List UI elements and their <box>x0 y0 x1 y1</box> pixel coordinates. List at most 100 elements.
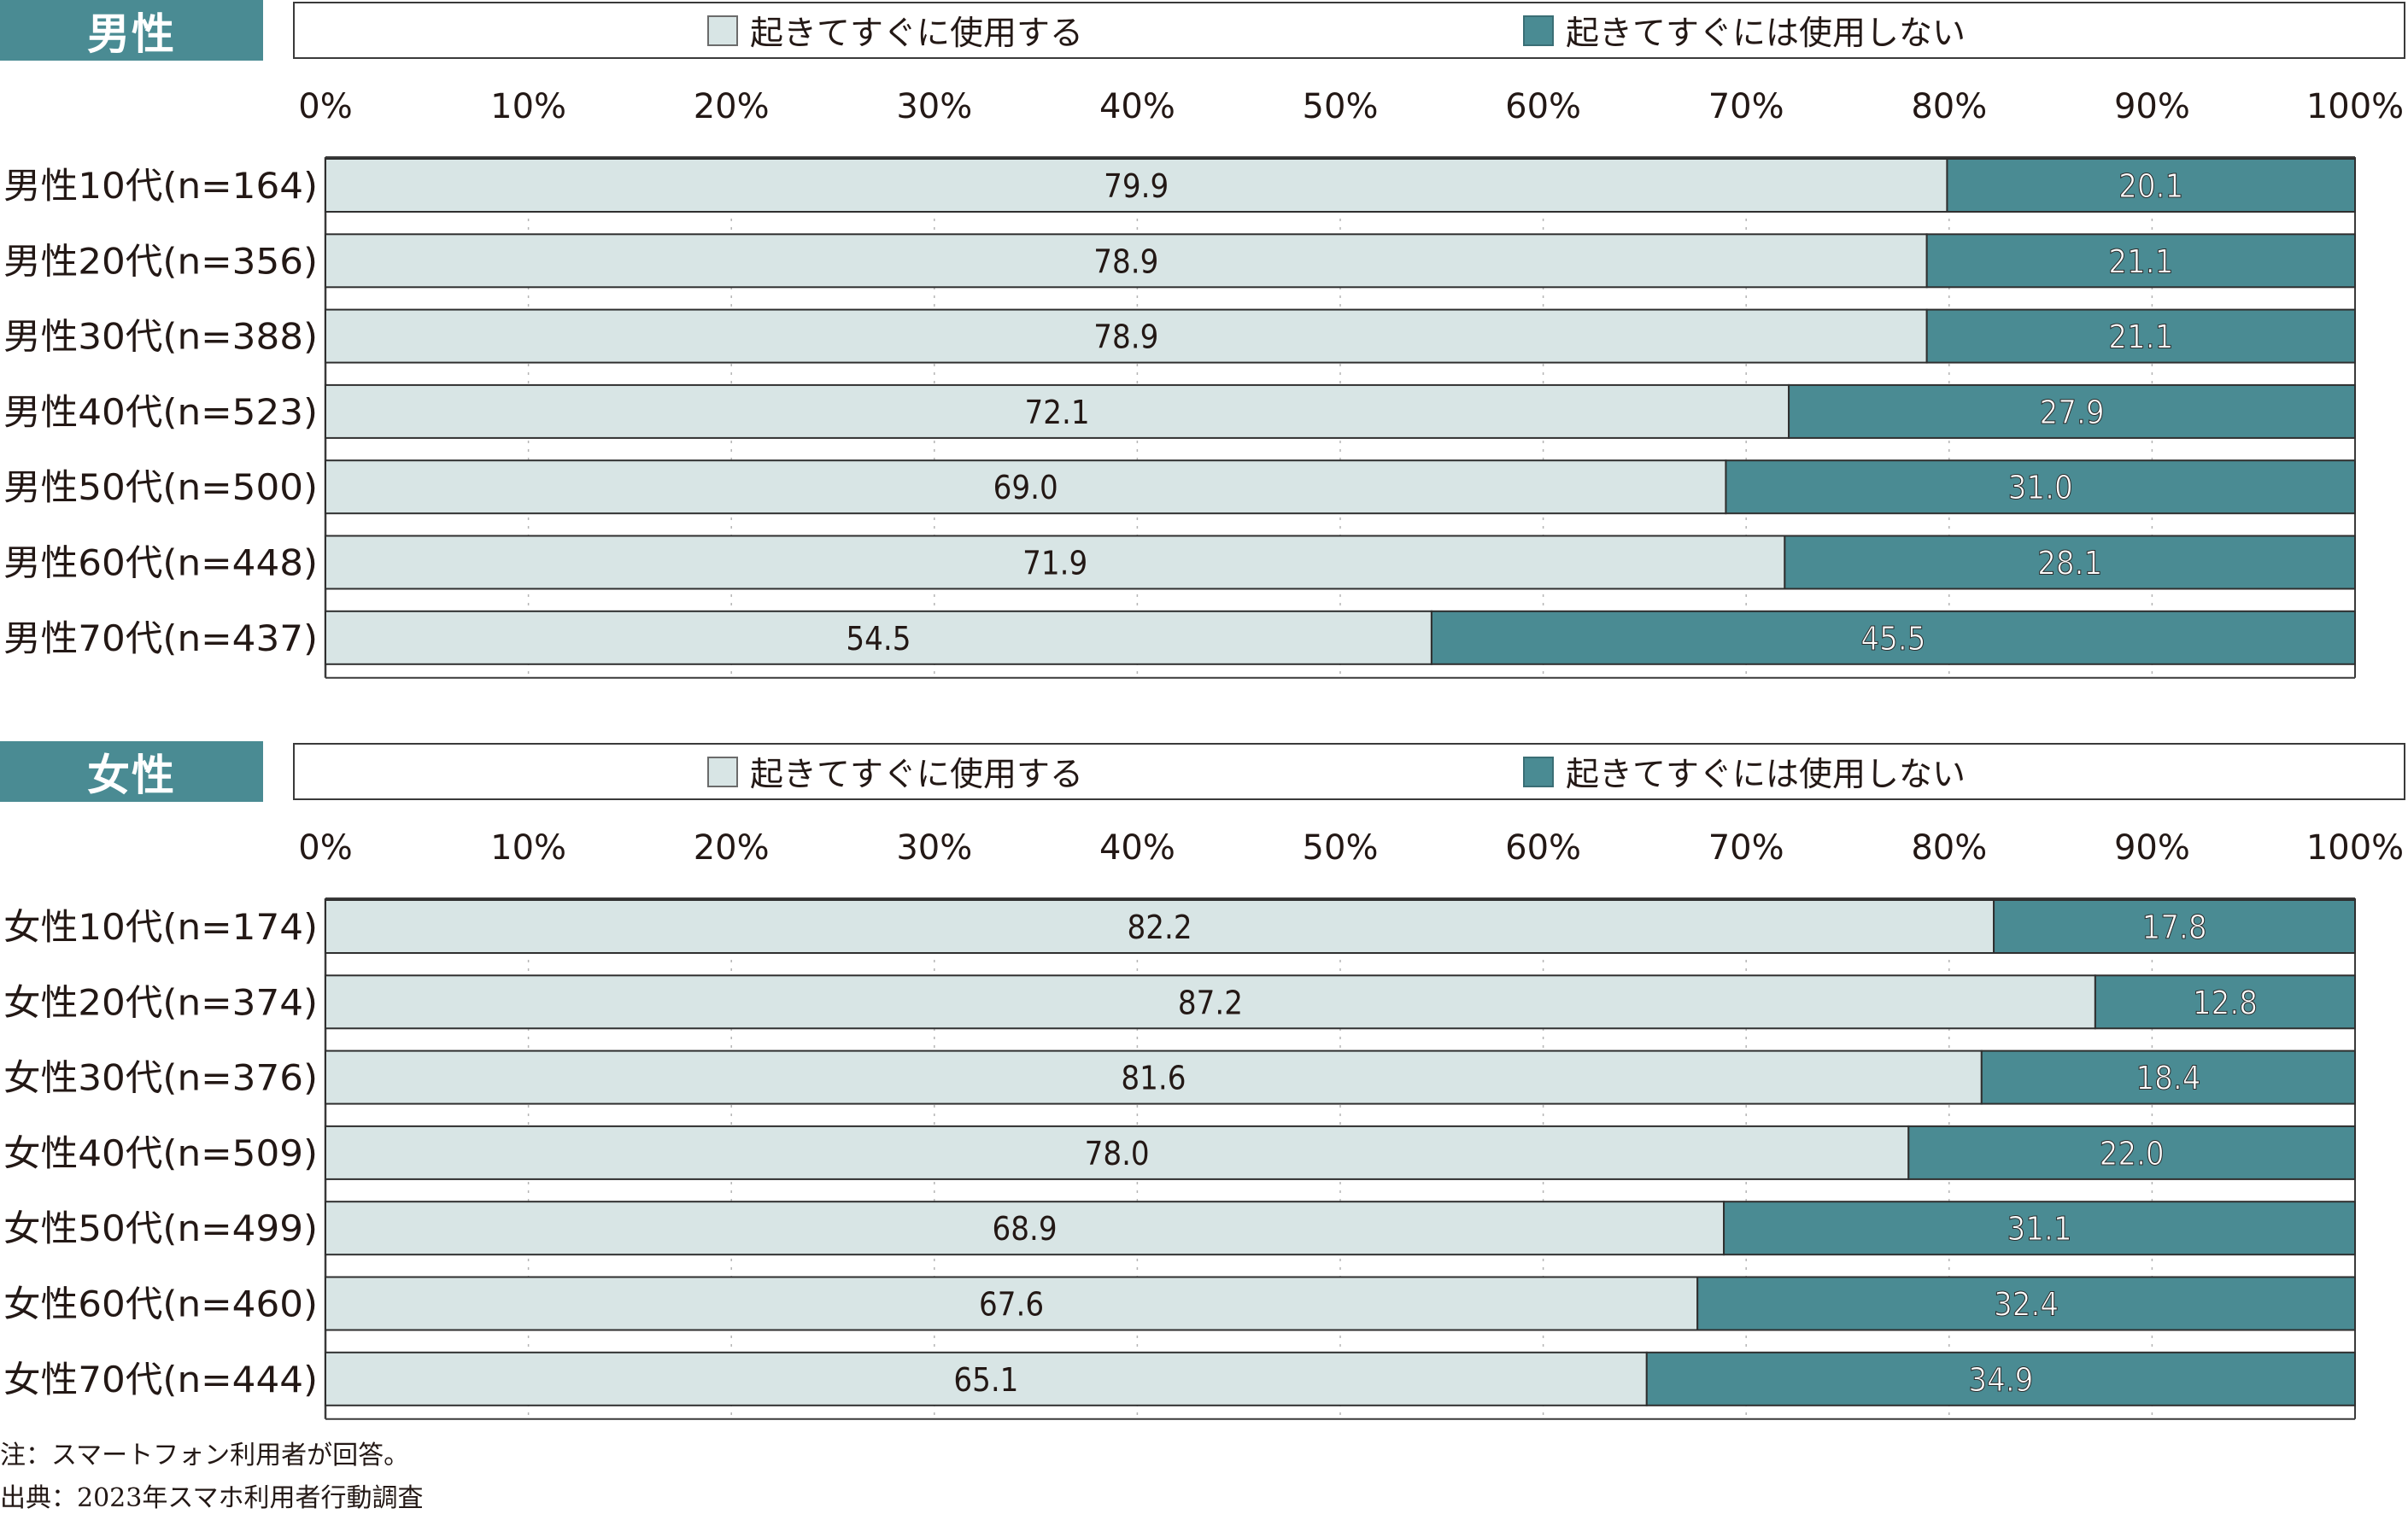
category-label: 男性20代(n=356) <box>3 240 318 282</box>
bar-segment-not-uses <box>1430 610 2356 665</box>
bar-segment-not-uses <box>1784 535 2356 590</box>
data-label: 31.0 <box>2008 469 2073 506</box>
category-label: 女性20代(n=374) <box>3 981 318 1023</box>
data-label: 67.6 <box>979 1286 1044 1324</box>
category-label: 女性40代(n=509) <box>3 1132 318 1174</box>
data-label: 45.5 <box>1860 620 1925 658</box>
data-label: 31.1 <box>2007 1210 2071 1248</box>
data-label: 27.9 <box>2040 394 2105 431</box>
bar-segment-not-uses <box>1725 459 2356 515</box>
bar-segment-not-uses <box>1645 1351 2356 1406</box>
male-header: 男性 <box>0 0 263 61</box>
legend: 起きてすぐに使用する 起きてすぐには使用しない <box>293 743 2405 800</box>
category-label: 男性60代(n=448) <box>3 542 318 584</box>
bar-segment-uses <box>325 459 1727 515</box>
x-tick-label: 60% <box>1505 87 1581 126</box>
x-tick-label: 40% <box>1099 87 1175 126</box>
category-label: 女性10代(n=174) <box>3 906 318 948</box>
data-label: 22.0 <box>2100 1135 2165 1172</box>
bar-segment-not-uses <box>1696 1276 2356 1331</box>
category-label: 女性50代(n=499) <box>3 1207 318 1249</box>
data-label: 69.0 <box>993 469 1058 506</box>
x-tick-label: 30% <box>896 87 972 126</box>
data-label: 87.2 <box>1178 984 1243 1021</box>
x-tick-label: 100% <box>2306 87 2404 126</box>
data-label: 78.0 <box>1085 1135 1150 1172</box>
x-tick-label: 100% <box>2306 828 2404 868</box>
category-label: 女性70代(n=444) <box>3 1359 318 1400</box>
bar-segment-not-uses <box>1980 1049 2356 1105</box>
category-label: 女性60代(n=460) <box>3 1283 318 1325</box>
x-tick-label: 10% <box>490 828 566 868</box>
data-label: 20.1 <box>2118 167 2183 205</box>
bar-segment-not-uses <box>1946 158 2357 213</box>
x-tick-label: 60% <box>1505 828 1581 868</box>
legend: 起きてすぐに使用する 起きてすぐには使用しない <box>293 2 2405 59</box>
bar-segment-uses <box>325 899 1995 954</box>
data-label: 18.4 <box>2136 1060 2200 1097</box>
female-chart: 0% 10% 20% 30% 40% 50% 60% 70% 80% 90% 100% 女性10代(n… <box>3 828 2404 1420</box>
legend-label-uses: 起きてすぐに使用する <box>750 755 1084 794</box>
x-tick-label: 20% <box>694 87 770 126</box>
legend-swatch-uses <box>707 756 738 787</box>
data-label: 65.1 <box>953 1361 1018 1399</box>
note-text: 注：スマートフォン利用者が回答。 <box>0 1441 410 1470</box>
data-label: 79.9 <box>1104 167 1169 205</box>
bar-segment-uses <box>325 974 2096 1030</box>
x-tick-label: 50% <box>1303 87 1379 126</box>
bar-segment-uses <box>325 383 1790 439</box>
data-label: 78.9 <box>1093 243 1158 280</box>
data-label: 82.2 <box>1127 909 1192 946</box>
source-text: 出典：2023年スマホ利用者行動調査 <box>0 1483 424 1513</box>
category-label: 女性30代(n=376) <box>3 1057 318 1099</box>
bar-segment-not-uses <box>1993 899 2357 954</box>
bar-segment-uses <box>325 158 1948 213</box>
male-chart: 0% 10% 20% 30% 40% 50% 60% 70% 80% 90% 100% 男性10代(n… <box>3 87 2404 679</box>
legend-label-not-uses: 起きてすぐには使用しない <box>1566 755 1966 794</box>
category-label: 男性30代(n=388) <box>3 316 318 358</box>
legend-swatch-not-uses <box>1523 15 1554 46</box>
bar-segment-not-uses <box>1907 1125 2356 1180</box>
x-tick-label: 70% <box>1708 87 1784 126</box>
bar-segment-not-uses <box>1723 1201 2356 1256</box>
legend-swatch-uses <box>707 15 738 46</box>
data-label: 68.9 <box>992 1210 1057 1248</box>
legend-item-uses: 起きてすぐに使用する <box>707 3 1083 57</box>
x-tick-label: 20% <box>694 828 770 868</box>
x-tick-label: 90% <box>2114 828 2190 868</box>
x-tick-label: 40% <box>1099 828 1175 868</box>
data-label: 78.9 <box>1093 319 1158 356</box>
bar-segment-not-uses <box>1925 308 2357 364</box>
category-label: 男性10代(n=164) <box>3 165 318 207</box>
x-tick-label: 10% <box>490 87 566 126</box>
legend-swatch-not-uses <box>1523 756 1554 787</box>
bar-segment-uses <box>325 233 1928 289</box>
data-label: 21.1 <box>2108 319 2173 356</box>
category-label: 男性50代(n=500) <box>3 466 318 508</box>
data-label: 81.6 <box>1121 1060 1186 1097</box>
x-tick-label: 0% <box>298 87 352 126</box>
x-tick-label: 50% <box>1303 828 1379 868</box>
bar-segment-uses <box>325 535 1786 590</box>
bar-segment-not-uses <box>1925 233 2357 289</box>
data-label: 72.1 <box>1025 394 1090 431</box>
legend-item-uses: 起きてすぐに使用する <box>707 745 1083 798</box>
x-tick-label: 90% <box>2114 87 2190 126</box>
bar-segment-not-uses <box>2094 974 2357 1030</box>
category-label: 男性70代(n=437) <box>3 617 318 659</box>
bar-segment-uses <box>325 1276 1699 1331</box>
data-label: 12.8 <box>2193 984 2258 1021</box>
x-tick-label: 80% <box>1911 828 1987 868</box>
bar-segment-uses <box>325 1201 1725 1256</box>
data-label: 21.1 <box>2108 243 2173 280</box>
legend-item-not-uses: 起きてすぐには使用しない <box>1523 3 1966 57</box>
footnotes: 注：スマートフォン利用者が回答。 出典：2023年スマホ利用者行動調査 <box>0 1435 423 1520</box>
bar-segment-not-uses <box>1788 383 2356 439</box>
legend-label-not-uses: 起きてすぐには使用しない <box>1566 14 1966 53</box>
x-tick-label: 70% <box>1708 828 1784 868</box>
data-label: 28.1 <box>2037 545 2102 582</box>
bar-segment-uses <box>325 308 1928 364</box>
legend-label-uses: 起きてすぐに使用する <box>750 14 1084 53</box>
x-tick-label: 30% <box>896 828 972 868</box>
bar-segment-uses <box>325 610 1432 665</box>
